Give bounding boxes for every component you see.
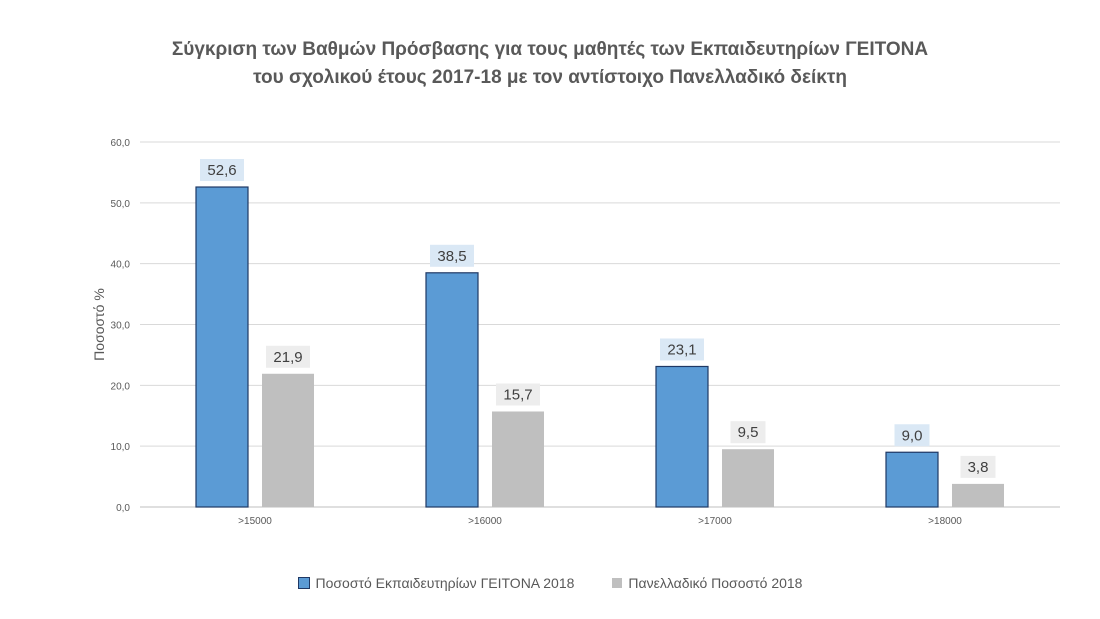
- legend-label-series-2: Πανελλαδικό Ποσοστό 2018: [628, 575, 803, 591]
- bar-series-2: [722, 449, 774, 507]
- chart-legend: Ποσοστό Εκπαιδευτηρίων ΓΕΙΤΟΝΑ 2018 Πανε…: [0, 575, 1100, 591]
- y-tick-label: 20,0: [111, 381, 131, 392]
- bar-series-1: [425, 272, 479, 508]
- chart-title: Σύγκριση των Βαθμών Πρόσβασης για τους μ…: [0, 36, 1100, 92]
- legend-label-series-1: Ποσοστό Εκπαιδευτηρίων ΓΕΙΤΟΝΑ 2018: [315, 575, 575, 591]
- x-tick-label: >18000: [928, 516, 962, 527]
- legend-item-series-2: Πανελλαδικό Ποσοστό 2018: [612, 575, 802, 591]
- legend-swatch-series-2: [612, 578, 623, 588]
- data-label-bg: [430, 244, 474, 267]
- data-label: 9,0: [902, 427, 923, 444]
- legend-item-series-1: Ποσοστό Εκπαιδευτηρίων ΓΕΙΤΟΝΑ 2018: [297, 575, 575, 591]
- data-label-bg: [660, 338, 704, 361]
- data-label-bg: [200, 159, 244, 182]
- data-label-bg: [960, 455, 996, 478]
- data-label: 38,5: [437, 248, 466, 265]
- bar-series-2: [492, 411, 544, 507]
- x-tick-label: >17000: [698, 516, 732, 527]
- y-tick-label: 40,0: [111, 260, 131, 271]
- data-label-bg: [266, 345, 310, 368]
- y-tick-label: 10,0: [111, 442, 131, 453]
- data-label: 15,7: [503, 386, 532, 403]
- x-tick-label: >16000: [468, 516, 502, 527]
- data-label: 9,5: [738, 424, 759, 441]
- chart-title-line-2: του σχολικού έτους 2017-18 με τον αντίστ…: [253, 67, 847, 88]
- data-label: 21,9: [273, 349, 302, 366]
- chart-title-line-1: Σύγκριση των Βαθμών Πρόσβασης για τους μ…: [171, 39, 929, 60]
- bar-series-1: [655, 365, 709, 508]
- data-label: 23,1: [667, 341, 696, 358]
- y-tick-label: 60,0: [111, 138, 131, 149]
- y-tick-label: 30,0: [111, 321, 131, 332]
- y-axis-label: Ποσοστό %: [91, 288, 107, 361]
- data-label-bg: [894, 424, 930, 447]
- bar-series-1: [195, 186, 249, 508]
- bar-series-2: [262, 373, 314, 507]
- y-tick-label: 0,0: [116, 503, 130, 514]
- bar-series-2: [952, 483, 1004, 507]
- bar-series-1: [885, 451, 939, 508]
- data-label: 3,8: [968, 459, 989, 476]
- data-label: 52,6: [207, 162, 236, 179]
- legend-swatch-series-1: [297, 577, 310, 589]
- x-tick-label: >15000: [238, 516, 272, 527]
- y-tick-label: 50,0: [111, 199, 131, 210]
- data-label-bg: [496, 383, 540, 406]
- data-label-bg: [730, 421, 766, 444]
